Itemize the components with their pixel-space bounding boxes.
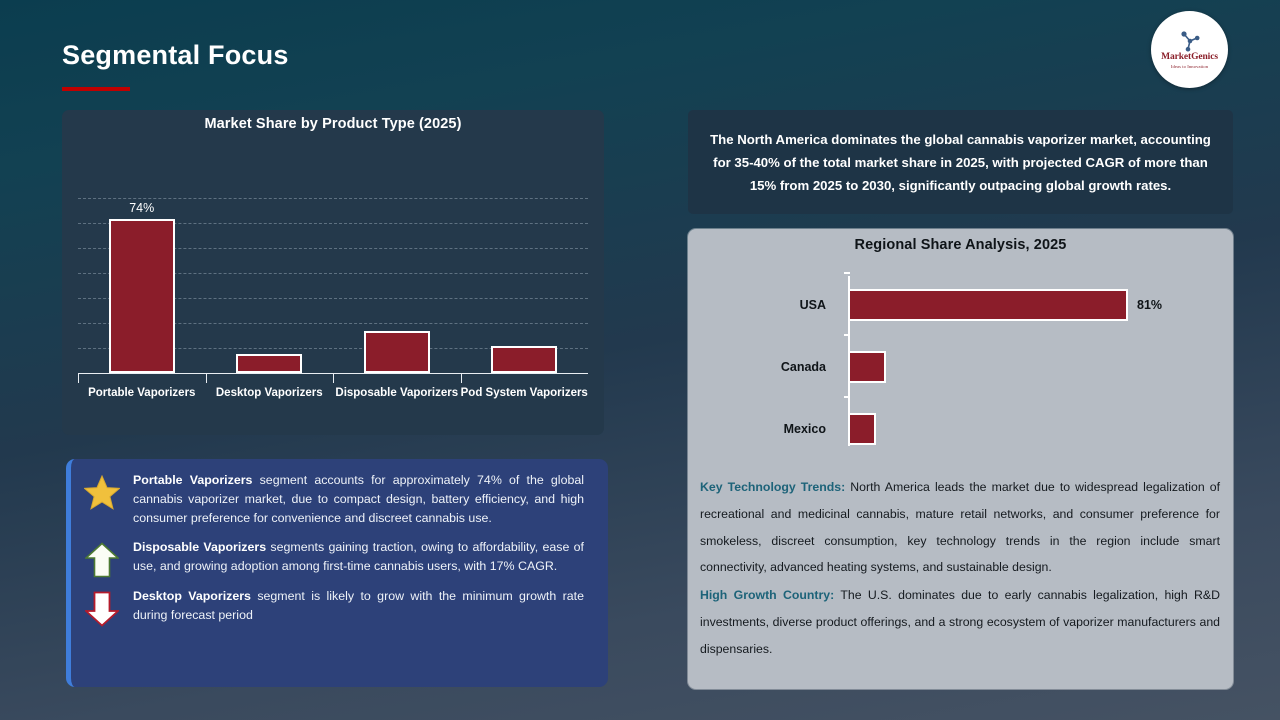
bar-pod-system-vaporizers xyxy=(491,346,558,373)
paragraph-key-technology-trends: Key Technology Trends: North America lea… xyxy=(700,474,1220,581)
gridline xyxy=(78,273,588,274)
network-nodes-icon xyxy=(1180,31,1199,52)
logo-tagline: Ideas to Innovation xyxy=(1170,64,1209,69)
regional-bar-label: Mexico xyxy=(783,422,826,436)
insight-item-disposable: Disposable Vaporizers segments gaining t… xyxy=(71,538,594,587)
axis-tick xyxy=(78,374,79,383)
bar-slot: 74% xyxy=(78,198,206,373)
regional-bar-row: USA 81% xyxy=(688,272,1233,328)
insight-lead-desktop: Desktop Vaporizers xyxy=(133,588,251,603)
insight-lead-disposable: Disposable Vaporizers xyxy=(133,539,267,554)
logo-name: MarketGenics xyxy=(1161,52,1218,62)
regional-bar-label: Canada xyxy=(780,360,826,374)
gridline xyxy=(78,198,588,199)
x-axis-line xyxy=(78,373,588,374)
star-icon xyxy=(71,471,133,510)
insight-body-disposable: segments gaining traction, owing to affo… xyxy=(133,539,585,573)
x-axis-label-text: Pod System Vaporizers xyxy=(460,387,588,399)
gridline xyxy=(78,223,588,224)
axis-tick xyxy=(844,396,850,398)
bar-slot xyxy=(206,198,334,373)
bar-usa xyxy=(848,289,1128,321)
insight-body-portable: segment accounts for approximately 74% o… xyxy=(133,473,584,526)
insight-lead-portable: Portable Vaporizers xyxy=(133,473,253,487)
x-axis-label-text: Disposable Vaporizers xyxy=(335,387,459,399)
gridline xyxy=(78,323,588,324)
bar-portable-vaporizers xyxy=(108,219,175,373)
title-underline-rule xyxy=(62,87,130,91)
gridline xyxy=(78,298,588,299)
arrow-down-icon xyxy=(71,587,133,627)
x-axis-label: Desktop Vaporizers xyxy=(205,374,334,401)
x-axis-labels: Portable Vaporizers Desktop Vaporizers Dis… xyxy=(78,374,588,401)
x-axis-label: Disposable Vaporizers xyxy=(333,374,461,401)
insight-body-desktop: segment is likely to grow with the minim… xyxy=(133,588,584,622)
gridline xyxy=(78,348,588,349)
insight-text-portable: Portable Vaporizers segment accounts for… xyxy=(133,471,594,529)
axis-tick xyxy=(460,374,462,383)
paragraph-body-key-technology-trends: North America leads the market due to wi… xyxy=(700,480,1220,575)
insight-item-portable: Portable Vaporizers segment accounts for… xyxy=(71,471,594,538)
arrow-up-icon xyxy=(71,538,133,578)
regional-chart-title: Regional Share Analysis, 2025 xyxy=(854,237,1067,253)
regional-bar-row: Mexico xyxy=(688,396,1233,452)
paragraph-lead-high-growth-country: High Growth Country: xyxy=(700,588,835,603)
product-type-plot-area: 74% xyxy=(78,198,588,374)
bar-mexico xyxy=(848,413,876,445)
insight-text-desktop: Desktop Vaporizers segment is likely to … xyxy=(133,587,594,625)
product-type-chart-panel: Market Share by Product Type (2025) 74% … xyxy=(62,110,604,435)
axis-tick xyxy=(205,374,207,383)
marketgenics-logo: MarketGenics Ideas to Innovation xyxy=(1151,11,1228,88)
callout-box: The North America dominates the global c… xyxy=(688,110,1233,214)
paragraph-high-growth-country: High Growth Country: The U.S. dominates … xyxy=(700,582,1220,662)
axis-tick xyxy=(844,272,850,274)
callout-text: The North America dominates the global c… xyxy=(710,131,1211,193)
bar-slot xyxy=(333,198,461,373)
insights-panel: Portable Vaporizers segment accounts for… xyxy=(66,459,608,687)
axis-tick xyxy=(844,334,850,336)
insight-text-disposable: Disposable Vaporizers segments gaining t… xyxy=(133,538,594,576)
regional-bar-row: Canada xyxy=(688,334,1233,390)
regional-bar-value: 81% xyxy=(1137,298,1163,312)
regional-bar-chart: USA 81% Canada Mexico xyxy=(688,264,1233,464)
regional-body-text: Key Technology Trends: North America lea… xyxy=(700,474,1220,664)
x-axis-label: Portable Vaporizers xyxy=(78,374,206,401)
bar-value-label: 74% xyxy=(129,201,155,215)
x-axis-label-text: Desktop Vaporizers xyxy=(215,387,323,399)
product-type-chart-title: Market Share by Product Type (2025) xyxy=(204,116,462,132)
page-title: Segmental Focus xyxy=(62,40,289,70)
bar-slot xyxy=(461,198,589,373)
paragraph-body-high-growth-country: The U.S. dominates due to early cannabis… xyxy=(700,588,1220,656)
regional-bar-label: USA xyxy=(799,298,826,312)
x-axis-label: Pod System Vaporizers xyxy=(460,374,589,401)
bar-canada xyxy=(848,351,886,383)
regional-analysis-panel: Regional Share Analysis, 2025 USA 81% Cana… xyxy=(688,229,1233,689)
x-axis-label-text: Portable Vaporizers xyxy=(88,387,196,399)
vertical-bars: 74% xyxy=(78,198,588,373)
paragraph-lead-key-technology-trends: Key Technology Trends: xyxy=(700,480,846,494)
insight-item-desktop: Desktop Vaporizers segment is likely to … xyxy=(71,587,594,636)
bar-disposable-vaporizers xyxy=(363,331,430,373)
axis-tick xyxy=(333,374,334,383)
gridline xyxy=(78,248,588,249)
bar-desktop-vaporizers xyxy=(236,354,303,373)
